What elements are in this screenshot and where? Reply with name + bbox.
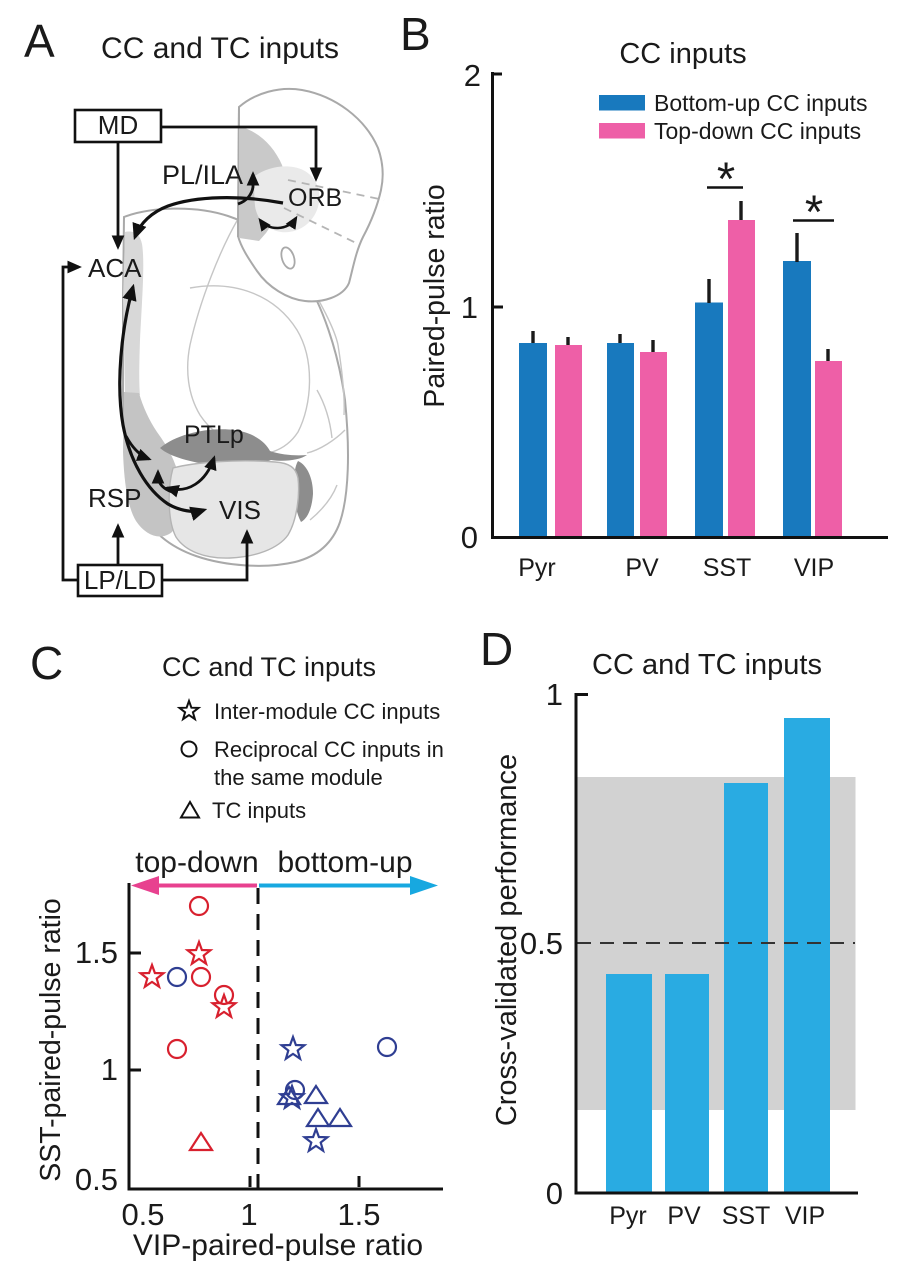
svg-text:CC and TC inputs: CC and TC inputs (592, 649, 822, 681)
svg-text:VIP-paired-pulse ratio: VIP-paired-pulse ratio (133, 1229, 423, 1262)
svg-text:PL/ILA: PL/ILA (162, 160, 243, 190)
svg-text:VIP: VIP (785, 1202, 825, 1230)
svg-text:Pyr: Pyr (609, 1202, 647, 1230)
svg-text:B: B (400, 8, 431, 60)
svg-text:1: 1 (546, 677, 563, 712)
svg-text:CC and TC inputs: CC and TC inputs (162, 652, 376, 682)
svg-text:the same module: the same module (214, 765, 383, 790)
svg-text:1: 1 (461, 290, 478, 325)
svg-text:0.5: 0.5 (520, 926, 563, 961)
svg-text:Cross-validated performance: Cross-validated performance (491, 754, 523, 1126)
svg-text:CC inputs: CC inputs (619, 38, 746, 70)
svg-text:PTLp: PTLp (184, 421, 244, 449)
svg-text:VIS: VIS (219, 495, 261, 525)
svg-text:1: 1 (240, 1197, 257, 1232)
svg-text:Bottom-up CC inputs: Bottom-up CC inputs (654, 90, 867, 116)
svg-text:1.5: 1.5 (75, 935, 118, 970)
svg-text:RSP: RSP (88, 483, 141, 513)
svg-text:PV: PV (625, 554, 659, 582)
svg-text:Pyr: Pyr (518, 554, 556, 582)
svg-text:*: * (805, 185, 823, 238)
svg-text:MD: MD (98, 110, 138, 140)
svg-text:1: 1 (101, 1052, 118, 1087)
svg-text:1.5: 1.5 (337, 1197, 380, 1232)
svg-text:SST: SST (703, 554, 752, 582)
svg-text:SST-paired-pulse ratio: SST-paired-pulse ratio (35, 898, 67, 1182)
svg-text:Paired-pulse ratio: Paired-pulse ratio (419, 184, 451, 407)
svg-text:ACA: ACA (88, 253, 142, 283)
svg-text:top-down: top-down (135, 846, 258, 879)
svg-text:Reciprocal CC inputs in: Reciprocal CC inputs in (214, 737, 444, 762)
svg-text:*: * (717, 152, 735, 205)
svg-text:SST: SST (722, 1202, 771, 1230)
svg-text:PV: PV (667, 1202, 701, 1230)
svg-text:bottom-up: bottom-up (277, 846, 412, 879)
svg-text:LP/LD: LP/LD (84, 565, 156, 595)
svg-text:A: A (24, 15, 55, 67)
svg-text:0: 0 (546, 1176, 563, 1211)
svg-text:ORB: ORB (288, 184, 342, 212)
svg-text:Inter-module CC inputs: Inter-module CC inputs (214, 699, 440, 724)
svg-text:2: 2 (464, 58, 481, 93)
svg-text:TC inputs: TC inputs (212, 798, 306, 823)
svg-text:C: C (30, 637, 63, 689)
svg-text:D: D (480, 623, 513, 675)
svg-text:0.5: 0.5 (75, 1162, 118, 1197)
svg-text:Top-down CC inputs: Top-down CC inputs (654, 118, 861, 144)
svg-text:VIP: VIP (794, 554, 834, 582)
svg-text:0: 0 (461, 520, 478, 555)
svg-text:CC and TC inputs: CC and TC inputs (101, 32, 339, 65)
svg-text:0.5: 0.5 (121, 1197, 164, 1232)
